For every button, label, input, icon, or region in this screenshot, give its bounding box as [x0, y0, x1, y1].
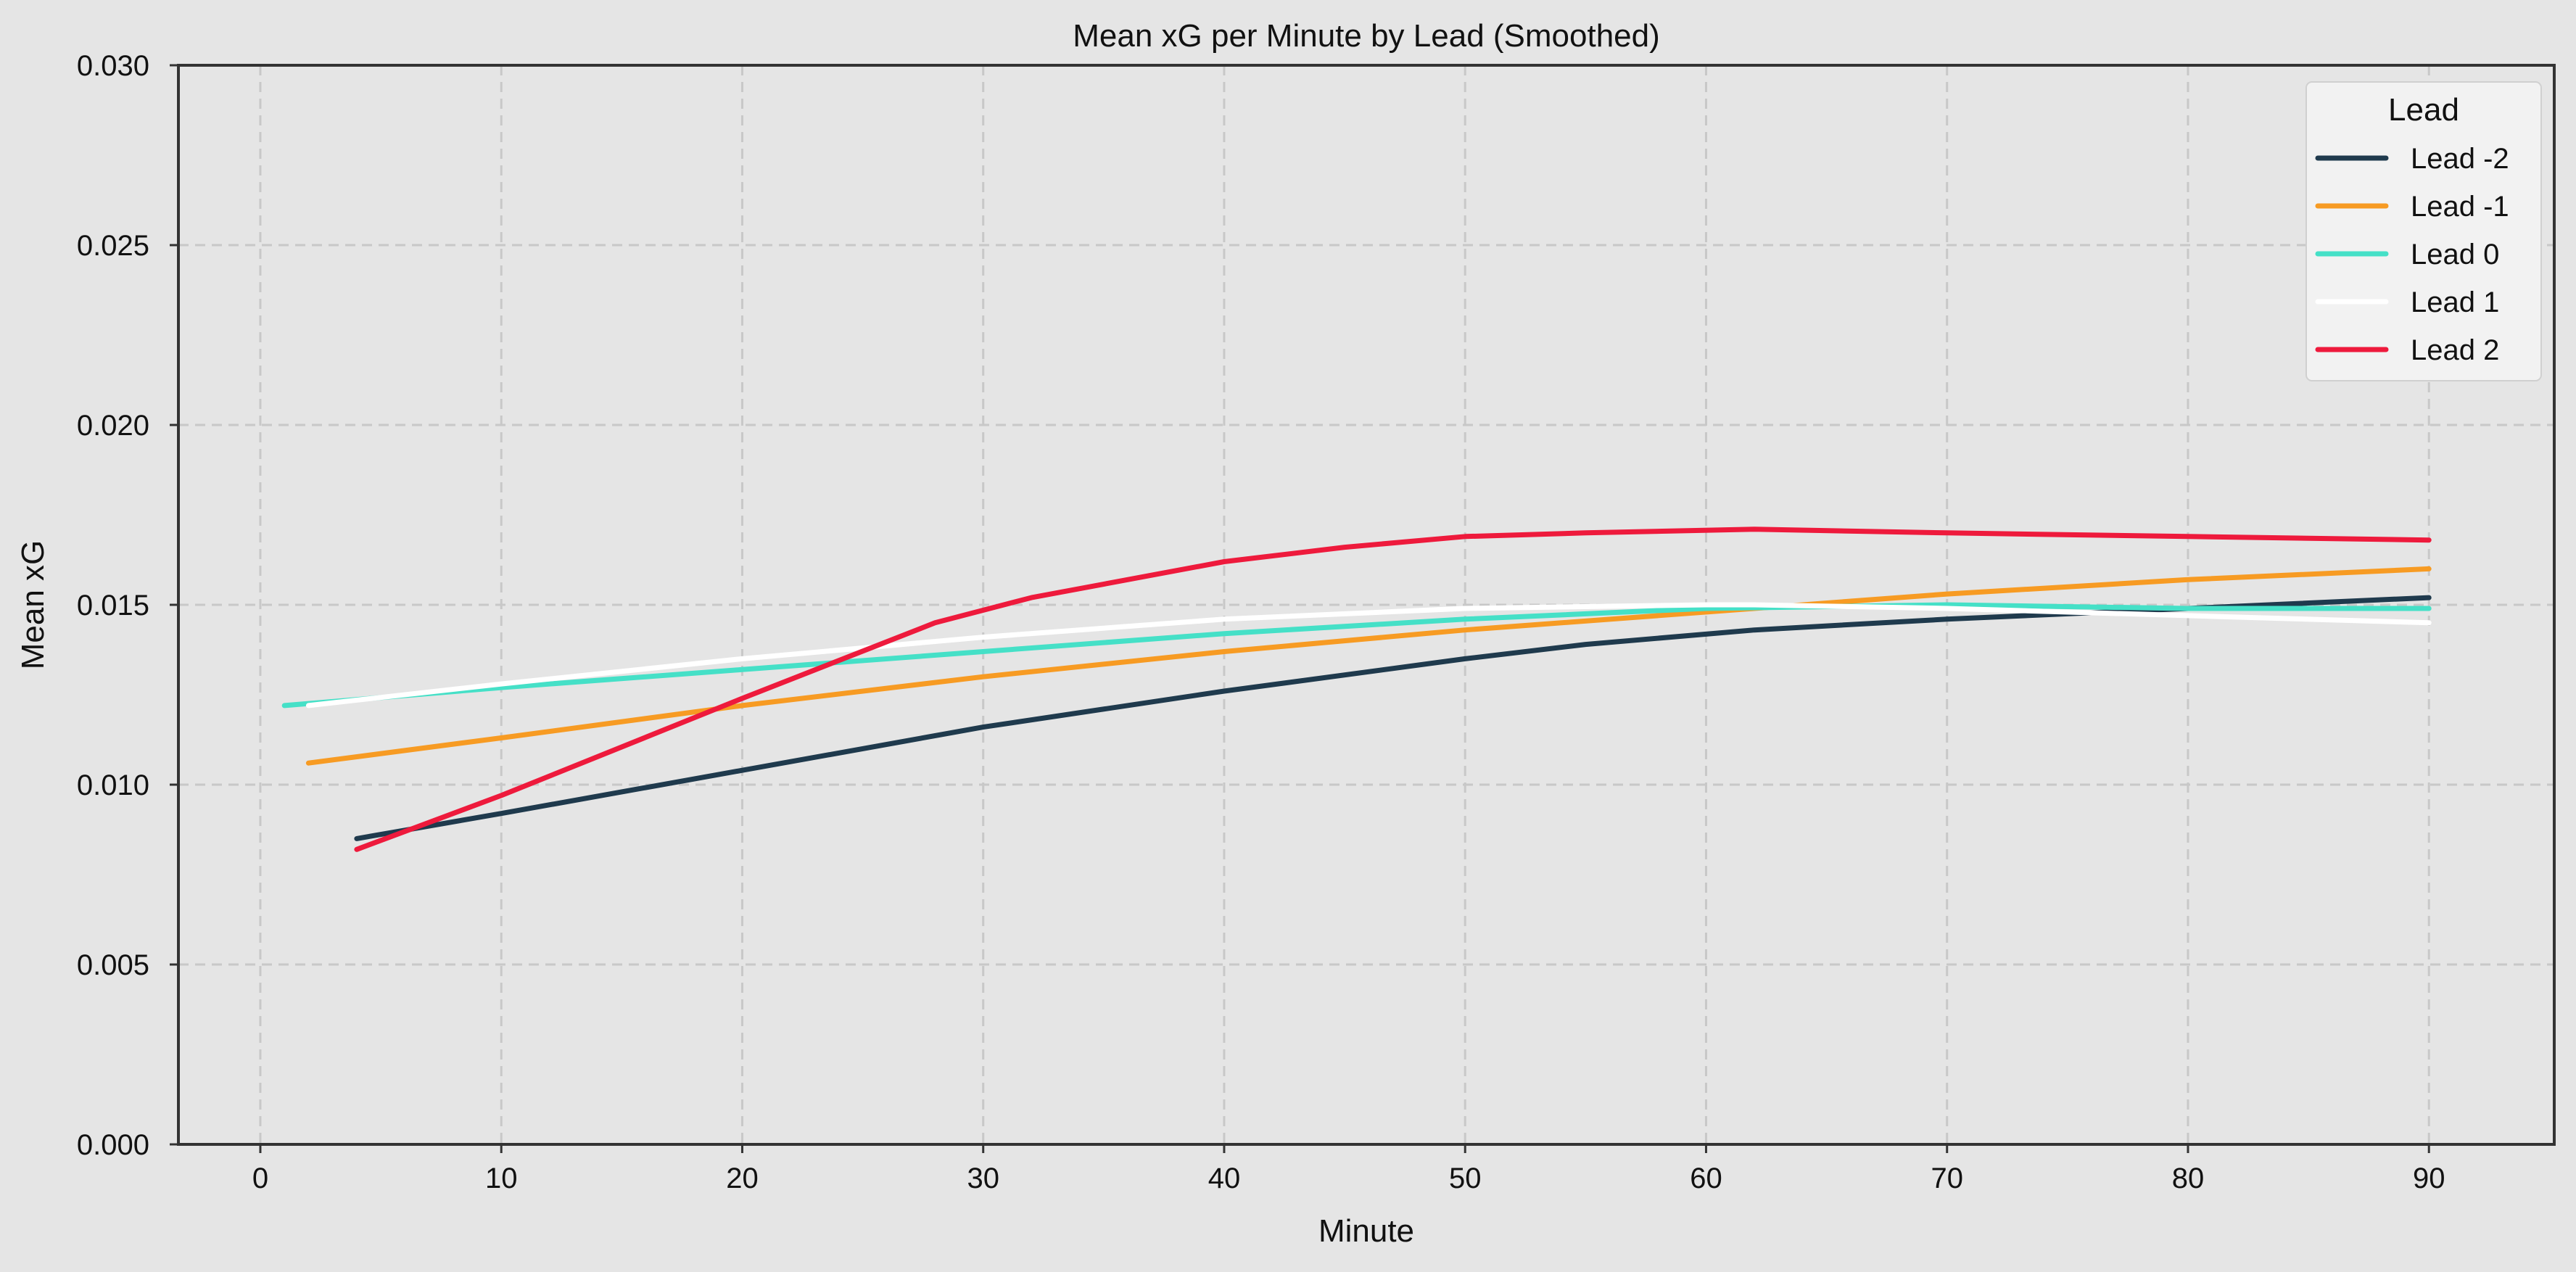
- y-tick-label: 0.010: [77, 769, 149, 801]
- series-line-1: [354, 595, 2432, 841]
- series-line-5: [354, 526, 2432, 852]
- legend-item: Lead 1: [2315, 286, 2499, 318]
- legend-title: Lead: [2388, 92, 2459, 128]
- x-tick-label: 10: [485, 1162, 518, 1194]
- legend-item: Lead 2: [2315, 334, 2499, 366]
- x-axis-label: Minute: [1318, 1213, 1414, 1249]
- x-tick-label: 50: [1449, 1162, 1482, 1194]
- y-tick-label: 0.020: [77, 410, 149, 442]
- x-tick-label: 70: [1931, 1162, 1963, 1194]
- chart-title: Mean xG per Minute by Lead (Smoothed): [1073, 18, 1660, 54]
- x-tick-label: 30: [967, 1162, 999, 1194]
- legend-label: Lead -2: [2411, 143, 2509, 175]
- series-line-3: [281, 602, 2432, 709]
- legend-label: Lead -1: [2411, 191, 2509, 223]
- series-line-4: [305, 602, 2432, 709]
- legend-label: Lead 2: [2411, 334, 2499, 366]
- legend-item: Lead -1: [2315, 191, 2509, 223]
- series-line-2: [305, 566, 2432, 766]
- legend-items: Lead -2 Lead -1 Lead 0 Lead 1 Lead 2: [2315, 143, 2509, 366]
- legend-label: Lead 1: [2411, 286, 2499, 318]
- y-tick-label: 0.030: [77, 50, 149, 82]
- y-tick-label: 0.000: [77, 1129, 149, 1161]
- series-lines: [281, 526, 2432, 852]
- x-tick-label: 80: [2172, 1162, 2205, 1194]
- legend: Lead Lead -2 Lead -1 Lead 0 Lead 1 Lead 2: [2305, 81, 2542, 381]
- y-tick-label: 0.025: [77, 230, 149, 262]
- legend-item: Lead -2: [2315, 143, 2509, 175]
- legend-item: Lead 0: [2315, 239, 2499, 270]
- x-tick-label: 90: [2413, 1162, 2445, 1194]
- legend-label: Lead 0: [2411, 239, 2499, 270]
- y-tick-label: 0.015: [77, 590, 149, 621]
- x-tick-label: 20: [726, 1162, 759, 1194]
- ticks: 0 10 20 30 40 50 60 70 80 90 0.000 0.005 0.010 0.015 0…: [77, 50, 2445, 1194]
- x-tick-label: 0: [252, 1162, 268, 1194]
- x-tick-label: 60: [1690, 1162, 1722, 1194]
- x-tick-label: 40: [1208, 1162, 1241, 1194]
- y-tick-label: 0.005: [77, 949, 149, 981]
- y-axis-label: Mean xG: [15, 540, 51, 670]
